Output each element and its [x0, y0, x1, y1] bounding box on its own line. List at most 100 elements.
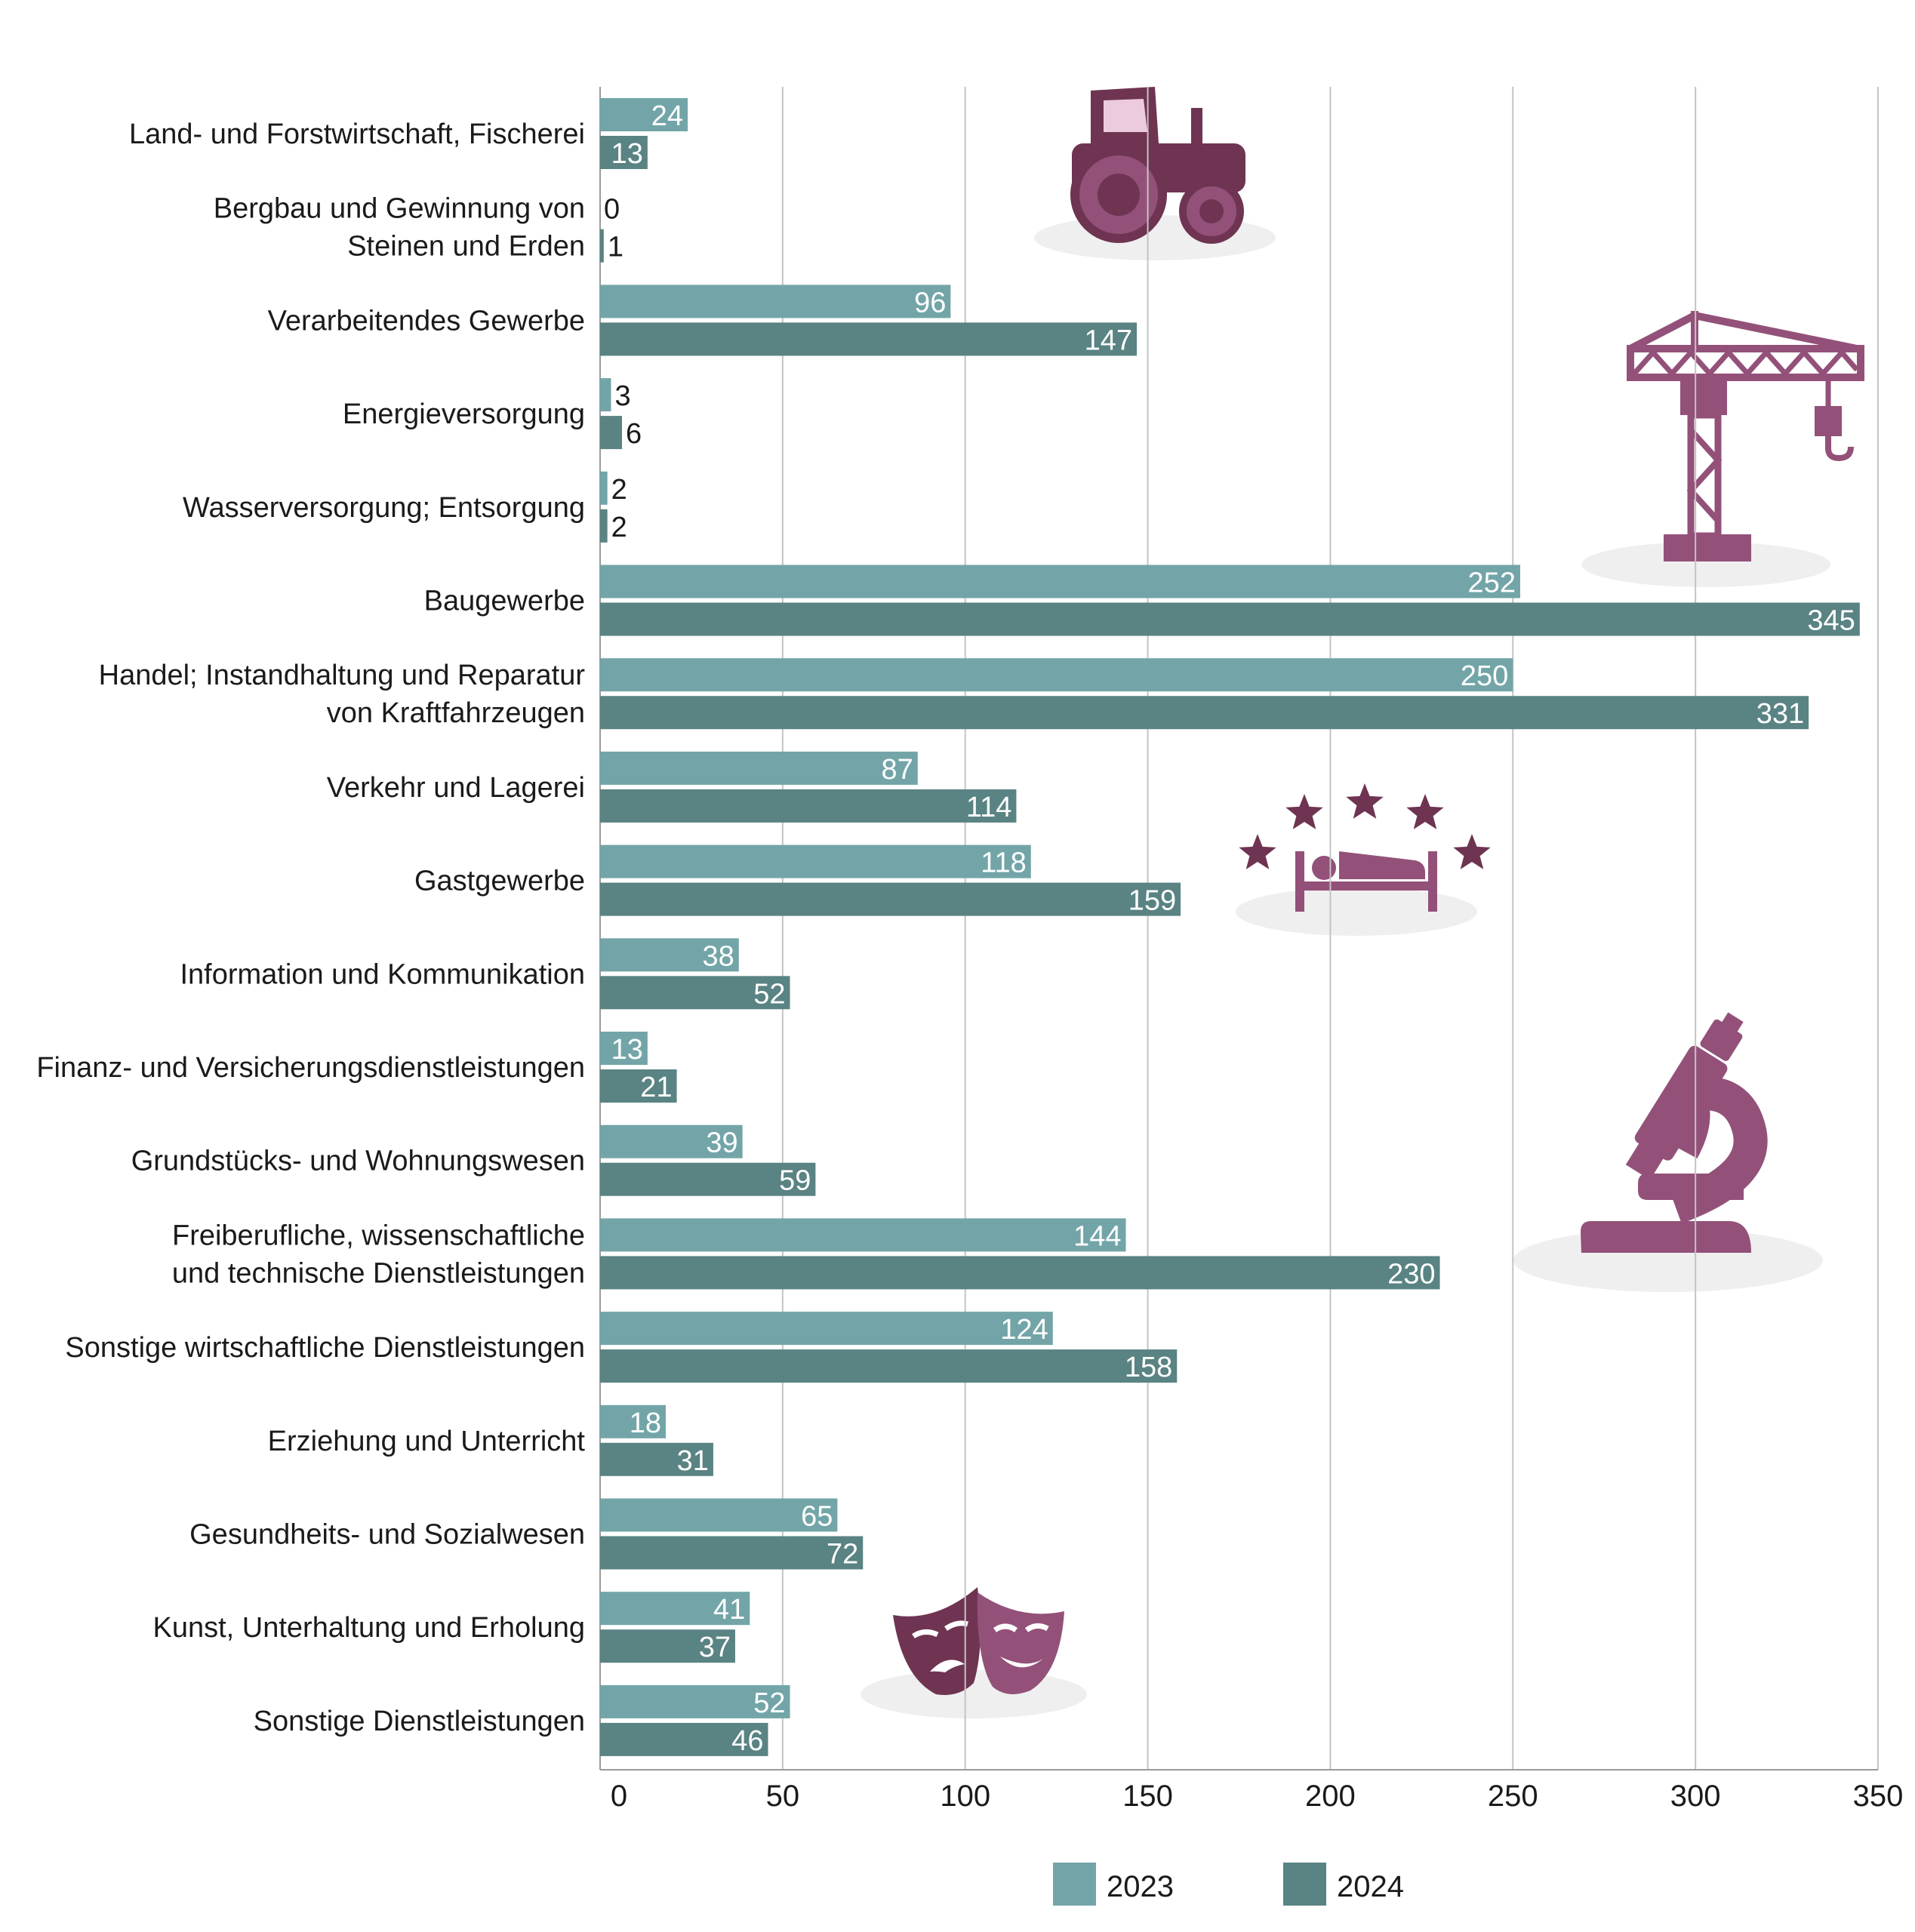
data-label-2024: 147: [1085, 325, 1132, 356]
category-label: Land- und Forstwirtschaft, Fischerei: [129, 118, 585, 150]
category-label: Sonstige wirtschaftliche Dienstleistunge…: [65, 1332, 585, 1364]
data-label-2023: 250: [1461, 660, 1508, 692]
bar-2024: [600, 1069, 677, 1103]
bar-2024: [600, 1256, 1440, 1290]
bar-2024: [600, 416, 623, 450]
bar-2024: [600, 1536, 864, 1570]
bar-2024: [600, 696, 1809, 730]
data-label-2023: 96: [914, 287, 946, 318]
category-label: Kunst, Unterhaltung und Erholung: [152, 1612, 585, 1644]
data-label-2024: 59: [779, 1165, 811, 1197]
data-label-2023: 39: [706, 1128, 737, 1159]
category-label: Verkehr und Lagerei: [327, 772, 585, 804]
x-tick-label: 250: [1488, 1780, 1538, 1813]
bar-2023: [600, 98, 688, 131]
data-label-2024: 159: [1128, 885, 1176, 917]
category-label: Finanz- und Versicherungsdienstleistunge…: [36, 1052, 585, 1084]
star-icon: [1406, 794, 1444, 829]
bar-2023: [600, 378, 611, 412]
bar-2023: [600, 1312, 1053, 1346]
theater-masks-icon: [861, 1587, 1087, 1718]
legend-label-2024: 2024: [1337, 1870, 1404, 1903]
data-label-2023: 24: [651, 100, 683, 132]
bar-2024: [600, 882, 1181, 916]
gridlines: [599, 87, 1879, 1770]
tractor-icon: [1034, 87, 1276, 260]
star-icon: [1346, 783, 1384, 819]
category-label: Erziehung und Unterricht: [268, 1426, 586, 1457]
crane-icon: [1581, 311, 1864, 587]
category-label: Gastgewerbe: [414, 866, 585, 897]
legend-swatch-2024: [1283, 1863, 1326, 1906]
data-label-2024: 21: [640, 1072, 672, 1103]
category-label: Wasserversorgung; Entsorgung: [183, 492, 585, 524]
bar-2023: [600, 844, 1031, 878]
legend-swatch-2023: [1053, 1863, 1096, 1906]
bar-2024: [600, 1349, 1178, 1383]
category-label: Grundstücks- und Wohnungswesen: [131, 1146, 585, 1177]
data-label-2024: 31: [677, 1445, 709, 1477]
category-label: Information und Kommunikation: [180, 958, 585, 990]
data-label-2024: 2: [611, 512, 627, 543]
category-label: Sonstige Dienstleistungen: [254, 1706, 585, 1737]
bar-2023: [600, 1218, 1126, 1252]
category-label: Verarbeitendes Gewerbe: [268, 305, 585, 337]
data-label-2024: 37: [699, 1632, 731, 1663]
microscope-icon: [1513, 1012, 1823, 1292]
bar-2023: [600, 938, 739, 972]
x-tick-label: 0: [611, 1780, 627, 1813]
category-label: Baugewerbe: [424, 586, 585, 617]
category-label: Handel; Instandhaltung und Reparatur von …: [99, 660, 586, 729]
bar-2024: [600, 1629, 735, 1663]
x-tick-label: 50: [766, 1780, 800, 1813]
data-label-2023: 124: [1000, 1314, 1048, 1346]
x-tick-label: 350: [1853, 1780, 1904, 1813]
legend: 2023 2024: [1053, 1863, 1404, 1906]
star-icon: [1453, 834, 1491, 869]
data-label-2023: 3: [615, 380, 631, 412]
bar-2024: [600, 789, 1017, 823]
data-label-2024: 13: [611, 138, 643, 170]
star-icon: [1239, 834, 1276, 869]
category-label: Energieversorgung: [343, 398, 585, 430]
data-label-2023: 0: [604, 194, 620, 226]
x-tick-label: 200: [1305, 1780, 1356, 1813]
data-label-2024: 331: [1756, 698, 1804, 730]
bar-2023: [600, 1124, 743, 1158]
bar-2024: [600, 1442, 713, 1476]
bar-2023: [600, 471, 608, 505]
category-label: Bergbau und Gewinnung von Steinen und Erd…: [214, 193, 585, 263]
data-label-2024: 46: [731, 1725, 763, 1757]
data-label-2023: 144: [1073, 1220, 1121, 1252]
x-tick-label: 150: [1122, 1780, 1173, 1813]
data-label-2023: 252: [1468, 568, 1516, 599]
data-label-2024: 72: [827, 1539, 858, 1571]
bar-2023: [600, 565, 1520, 598]
data-label-2024: 158: [1125, 1352, 1172, 1383]
bar-2023: [600, 1404, 667, 1438]
bar-2024: [600, 976, 790, 1010]
bar-2023: [600, 1032, 648, 1065]
bar-2024: [600, 136, 648, 169]
data-label-2024: 345: [1807, 605, 1855, 637]
bar-2024: [600, 1162, 816, 1196]
data-label-2023: 87: [882, 754, 913, 786]
data-label-2023: 52: [753, 1687, 785, 1719]
bar-2024: [600, 509, 608, 543]
bar-2023: [600, 1684, 790, 1718]
bar-2024: [600, 602, 1860, 636]
category-labels: Land- und Forstwirtschaft, Fischerei Berg…: [36, 118, 585, 1737]
data-label-2023: 38: [703, 940, 734, 972]
bar-2024: [600, 229, 604, 263]
bar-2023: [600, 285, 951, 318]
data-label-2024: 6: [626, 418, 642, 450]
legend-label-2023: 2023: [1107, 1870, 1174, 1903]
category-label: Gesundheits- und Sozialwesen: [189, 1519, 585, 1551]
x-tick-label: 100: [940, 1780, 990, 1813]
x-tick-label: 300: [1670, 1780, 1721, 1813]
data-label-2023: 41: [713, 1594, 745, 1626]
data-label-2023: 18: [630, 1407, 661, 1439]
data-label-2023: 2: [611, 474, 627, 506]
data-label-2024: 114: [966, 792, 1012, 823]
bar-2023: [600, 1592, 750, 1626]
